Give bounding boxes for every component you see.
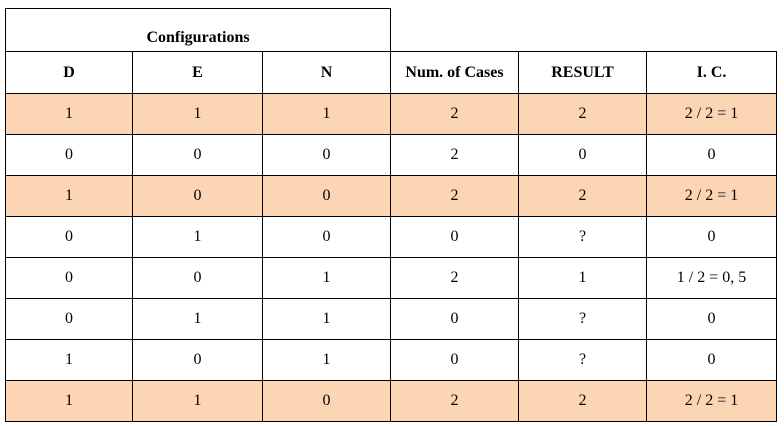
table-cell: 2 / 2 = 1	[646, 93, 777, 135]
table-cell: 0	[262, 134, 391, 176]
table-cell: ?	[518, 339, 647, 381]
table-cell: 0	[262, 380, 391, 422]
table-cell: 1	[5, 380, 133, 422]
table-cell: 1 / 2 = 0, 5	[646, 257, 777, 299]
column-header: E	[132, 51, 263, 94]
table-cell: 0	[646, 216, 777, 258]
table-cell: 0	[5, 216, 133, 258]
table-cell: 2	[390, 134, 519, 176]
table-cell: 0	[646, 298, 777, 340]
table-cell: 0	[5, 134, 133, 176]
table-cell: 0	[390, 339, 519, 381]
table-row: 0 1 0 0? 0	[5, 216, 777, 258]
table-cell: 2 / 2 = 1	[646, 380, 777, 422]
column-header: D	[5, 51, 133, 94]
table-cell: 0	[262, 175, 391, 217]
table-cell: 0	[5, 298, 133, 340]
table-cell: 2	[518, 175, 647, 217]
table-cell: 1	[5, 93, 133, 135]
table-cell: 2	[390, 93, 519, 135]
table-cell: ?	[518, 216, 647, 258]
table-cell: 0	[390, 298, 519, 340]
table-cell: 2	[518, 380, 647, 422]
table-cell: 1	[132, 298, 263, 340]
table-cell: 1	[262, 257, 391, 299]
column-header: Num. of Cases	[390, 51, 519, 94]
table-cell: 1	[262, 298, 391, 340]
table-cell: 2 / 2 = 1	[646, 175, 777, 217]
table-cell: 0	[646, 134, 777, 176]
column-header: N	[262, 51, 391, 94]
table-cell: 0	[5, 257, 133, 299]
table-cell: 0	[518, 134, 647, 176]
table-cell: ?	[518, 298, 647, 340]
table-cell: 1	[5, 175, 133, 217]
table-cell: 1	[518, 257, 647, 299]
table-cell: 1	[262, 339, 391, 381]
table-cell: 0	[646, 339, 777, 381]
table-cell: 0	[262, 216, 391, 258]
config-table: Configurations D E N Num. of Cases RESULT I. …	[5, 8, 777, 422]
table-cell: 0	[132, 175, 263, 217]
table-cell: 1	[132, 380, 263, 422]
table-row: 1 0 1 0? 0	[5, 339, 777, 381]
table-cell: 0	[132, 339, 263, 381]
group-header-row: Configurations	[5, 8, 777, 52]
table-cell: 2	[390, 175, 519, 217]
table-cell: 1	[5, 339, 133, 381]
table-cell: 1	[132, 216, 263, 258]
table-cell: 0	[132, 257, 263, 299]
table-cell: 2	[390, 257, 519, 299]
table-cell: 1	[132, 93, 263, 135]
blank-cell	[390, 8, 777, 52]
table-cell: 2	[390, 380, 519, 422]
header-row: D E N Num. of Cases RESULT I. C.	[5, 51, 777, 94]
group-header: Configurations	[5, 8, 391, 52]
table-cell: 0	[132, 134, 263, 176]
column-header: RESULT	[518, 51, 647, 94]
table-cell: 0	[390, 216, 519, 258]
table-cell: 2	[518, 93, 647, 135]
table-cell: 1	[262, 93, 391, 135]
column-header: I. C.	[646, 51, 777, 94]
table-row: 0 1 1 0? 0	[5, 298, 777, 340]
